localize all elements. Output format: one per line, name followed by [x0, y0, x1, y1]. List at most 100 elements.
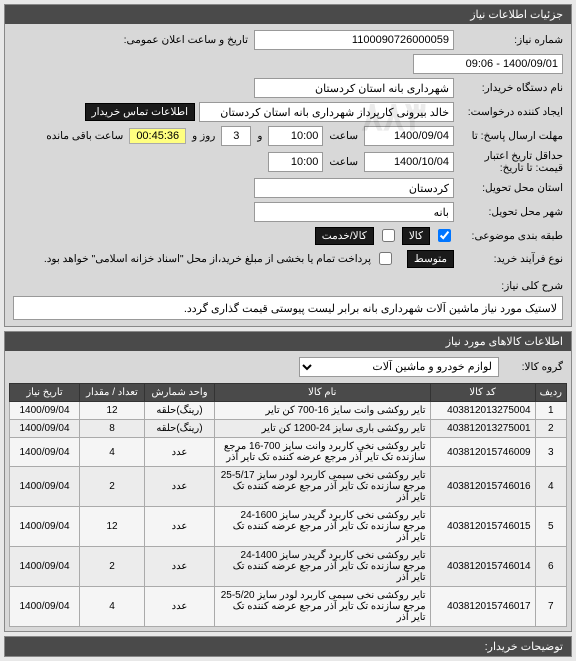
- cell-idx: 1: [535, 402, 566, 420]
- deadline-label: مهلت ارسال پاسخ: تا: [458, 130, 563, 142]
- cell-code: 403812013275004: [430, 402, 535, 420]
- table-row[interactable]: 6403812015746014تایر روکشی نخی کاربرد گر…: [10, 547, 567, 587]
- th-qty: تعداد / مقدار: [80, 384, 145, 402]
- days-input[interactable]: [221, 126, 251, 146]
- validity-label: حداقل تاریخ اعتبار قیمت: تا تاریخ:: [458, 150, 563, 174]
- need-no-label: شماره نیاز:: [458, 34, 563, 46]
- goods-chk-label: کالا: [402, 227, 430, 245]
- cell-unit: عدد: [145, 438, 215, 467]
- cell-unit: عدد: [145, 547, 215, 587]
- table-row[interactable]: 2403812013275001تایر روکشی باری سایز 24-…: [10, 420, 567, 438]
- days-label: روز و: [190, 130, 217, 142]
- cell-date: 1400/09/04: [10, 587, 80, 627]
- th-code: کد کالا: [430, 384, 535, 402]
- cell-idx: 4: [535, 467, 566, 507]
- cell-date: 1400/09/04: [10, 402, 80, 420]
- cell-name: تایر روکشی نخی کاربرد گریدر سایز 1400-24…: [215, 547, 431, 587]
- need-no-input[interactable]: [254, 30, 454, 50]
- service-checkbox[interactable]: [382, 229, 395, 242]
- table-row[interactable]: 5403812015746015تایر روکشی نخی کاربرد گر…: [10, 507, 567, 547]
- timer-suffix: ساعت باقی مانده: [44, 130, 125, 142]
- need-info-panel: جزئیات اطلاعات نیاز شماره نیاز: تاریخ و …: [4, 4, 572, 327]
- goods-table: ردیف کد کالا نام کالا واحد شمارش تعداد /…: [9, 383, 567, 627]
- validity-date-input[interactable]: [364, 152, 454, 172]
- creator-label: ایجاد کننده درخواست:: [458, 106, 563, 118]
- validity-time-input[interactable]: [268, 152, 323, 172]
- cell-qty: 2: [80, 547, 145, 587]
- th-idx: ردیف: [535, 384, 566, 402]
- treasury-note: پرداخت تمام یا بخشی از مبلغ خرید،از محل …: [44, 253, 371, 265]
- cell-code: 403812015746017: [430, 587, 535, 627]
- cell-date: 1400/09/04: [10, 547, 80, 587]
- announce-label: تاریخ و ساعت اعلان عمومی:: [122, 34, 250, 46]
- cell-name: تایر روکشی نخی سیمی کاربرد لودر سایز 5/2…: [215, 587, 431, 627]
- cell-unit: عدد: [145, 467, 215, 507]
- table-header-row: ردیف کد کالا نام کالا واحد شمارش تعداد /…: [10, 384, 567, 402]
- buyer-input[interactable]: [254, 78, 454, 98]
- cell-qty: 2: [80, 467, 145, 507]
- buyer-notes-panel: توضیحات خریدار:: [4, 636, 572, 657]
- cell-code: 403812015746015: [430, 507, 535, 547]
- desc-input[interactable]: [13, 296, 563, 320]
- cell-qty: 8: [80, 420, 145, 438]
- province-input[interactable]: [254, 178, 454, 198]
- cell-idx: 3: [535, 438, 566, 467]
- cell-unit: عدد: [145, 587, 215, 627]
- cell-qty: 4: [80, 587, 145, 627]
- purchase-type-label: نوع فرآیند خرید:: [458, 253, 563, 265]
- desc-label: شرح کلی نیاز:: [458, 280, 563, 292]
- time-label-2: ساعت: [327, 156, 360, 168]
- cell-date: 1400/09/04: [10, 507, 80, 547]
- cell-name: تایر روکشی باری سایز 24-1200 کن تایر: [215, 420, 431, 438]
- creator-input[interactable]: [199, 102, 454, 122]
- deadline-time-input[interactable]: [268, 126, 323, 146]
- cell-qty: 12: [80, 402, 145, 420]
- service-chk-label: کالا/خدمت: [315, 227, 374, 245]
- th-name: نام کالا: [215, 384, 431, 402]
- cell-unit: (رینگ)حلقه: [145, 402, 215, 420]
- budget-label: طبقه بندی موضوعی:: [458, 230, 563, 242]
- cell-date: 1400/09/04: [10, 420, 80, 438]
- table-row[interactable]: 7403812015746017تایر روکشی نخی سیمی کارب…: [10, 587, 567, 627]
- deadline-date-input[interactable]: [364, 126, 454, 146]
- treasury-note-wrap: پرداخت تمام یا بخشی از مبلغ خرید،از محل …: [44, 249, 395, 268]
- need-info-body: شماره نیاز: تاریخ و ساعت اعلان عمومی: نا…: [5, 24, 571, 326]
- cell-code: 403812015746014: [430, 547, 535, 587]
- goods-group-label: گروه کالا:: [503, 361, 563, 373]
- buyer-notes-header: توضیحات خریدار:: [5, 637, 571, 656]
- cell-idx: 5: [535, 507, 566, 547]
- service-checkbox-wrap[interactable]: کالا/خدمت: [315, 226, 398, 245]
- announce-input[interactable]: [413, 54, 563, 74]
- cell-qty: 4: [80, 438, 145, 467]
- table-row[interactable]: 1403812013275004تایر روکشی وانت سایز 16-…: [10, 402, 567, 420]
- cell-date: 1400/09/04: [10, 438, 80, 467]
- table-row[interactable]: 4403812015746016تایر روکشی نخی سیمی کارب…: [10, 467, 567, 507]
- treasury-checkbox[interactable]: [379, 252, 392, 265]
- cell-name: تایر روکشی نخی سیمی کاربرد لودر سایز 5/1…: [215, 467, 431, 507]
- goods-panel-header: اطلاعات کالاهای مورد نیاز: [5, 332, 571, 351]
- need-info-header: جزئیات اطلاعات نیاز: [5, 5, 571, 24]
- cell-code: 403812015746016: [430, 467, 535, 507]
- cell-date: 1400/09/04: [10, 467, 80, 507]
- cell-idx: 6: [535, 547, 566, 587]
- table-row[interactable]: 3403812015746009تایر روکشی نخی کاربرد وا…: [10, 438, 567, 467]
- cell-idx: 2: [535, 420, 566, 438]
- contact-buyer-button[interactable]: اطلاعات تماس خریدار: [85, 103, 195, 121]
- goods-checkbox[interactable]: [438, 229, 451, 242]
- buyer-label: نام دستگاه خریدار:: [458, 82, 563, 94]
- cell-name: تایر روکشی نخی کاربرد وانت سایز 700-16 م…: [215, 438, 431, 467]
- th-unit: واحد شمارش: [145, 384, 215, 402]
- cell-idx: 7: [535, 587, 566, 627]
- goods-checkbox-wrap[interactable]: کالا: [402, 226, 454, 245]
- cell-qty: 12: [80, 507, 145, 547]
- city-input[interactable]: [254, 202, 454, 222]
- cell-unit: (رینگ)حلقه: [145, 420, 215, 438]
- th-date: تاریخ نیاز: [10, 384, 80, 402]
- cell-code: 403812013275001: [430, 420, 535, 438]
- cell-name: تایر روکشی نخی کاربرد گریدر سایز 1600-24…: [215, 507, 431, 547]
- cell-code: 403812015746009: [430, 438, 535, 467]
- cell-name: تایر روکشی وانت سایز 16-700 کن تایر: [215, 402, 431, 420]
- city-label: شهر محل تحویل:: [458, 206, 563, 218]
- province-label: استان محل تحویل:: [458, 182, 563, 194]
- goods-group-select[interactable]: لوازم خودرو و ماشین آلات: [299, 357, 499, 377]
